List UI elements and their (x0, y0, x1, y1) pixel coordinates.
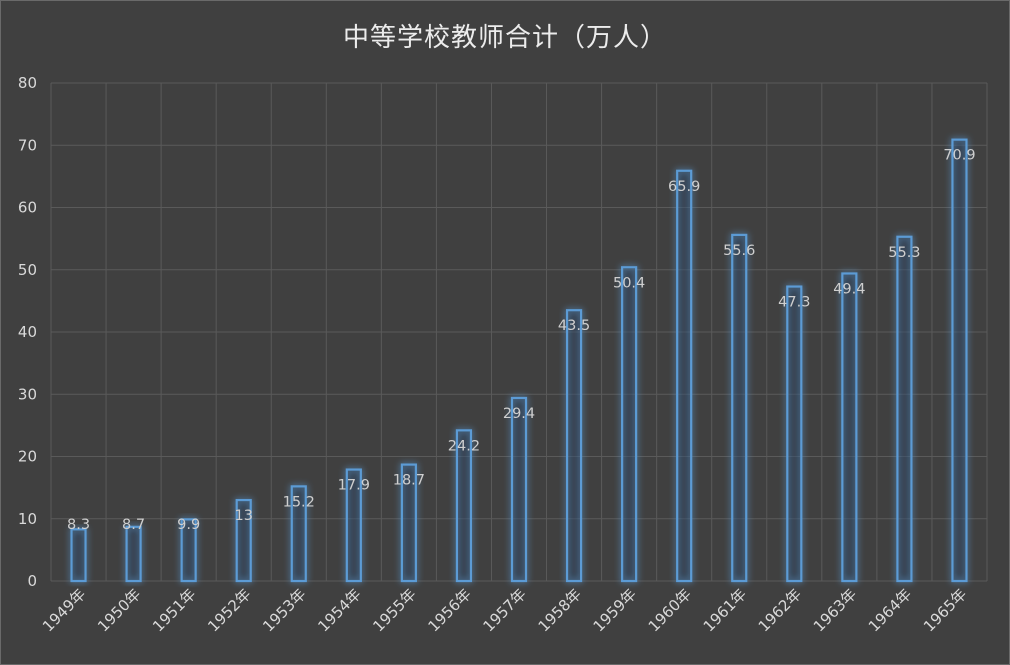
bar (180, 518, 197, 583)
data-label: 9.9 (177, 517, 200, 533)
bar (510, 396, 528, 583)
x-tick-label: 1963年 (810, 585, 860, 635)
data-label: 8.7 (122, 517, 145, 533)
data-label: 55.3 (888, 245, 920, 261)
x-tick-label: 1962年 (755, 585, 805, 635)
y-tick-label: 10 (18, 510, 37, 528)
data-label: 17.9 (338, 478, 370, 494)
y-axis-ticks: 0 10 20 30 40 50 60 70 80 (18, 74, 37, 590)
y-tick-label: 0 (27, 572, 37, 590)
x-tick-label: 1964年 (865, 585, 915, 635)
data-label: 29.4 (503, 406, 535, 422)
x-tick-label: 1961年 (700, 585, 750, 635)
x-tick-label: 1955年 (369, 585, 419, 635)
bar (455, 429, 473, 583)
y-tick-label: 80 (18, 74, 37, 92)
y-tick-label: 70 (18, 136, 37, 154)
data-label: 65.9 (668, 179, 700, 195)
x-tick-label: 1960年 (645, 585, 695, 635)
x-tick-label: 1957年 (479, 585, 529, 635)
y-tick-label: 50 (18, 261, 37, 279)
bar (841, 272, 858, 583)
x-tick-label: 1954年 (314, 585, 364, 635)
bar (235, 498, 252, 583)
bar (70, 528, 87, 583)
data-label: 50.4 (613, 275, 645, 291)
data-label: 24.2 (448, 438, 480, 454)
bar-layer (70, 138, 968, 583)
x-tick-label: 1952年 (204, 585, 254, 635)
data-label: 43.5 (558, 318, 590, 334)
bar (345, 468, 362, 583)
chart-title: 中等学校教师合计（万人） (342, 23, 667, 53)
x-tick-label: 1951年 (149, 585, 199, 635)
bar (896, 235, 913, 583)
bar (951, 138, 968, 583)
x-tick-label: 1949年 (39, 585, 89, 635)
x-tick-label: 1953年 (259, 585, 309, 635)
bar (786, 285, 803, 583)
data-label: 13 (234, 508, 252, 524)
data-label: 70.9 (943, 148, 975, 164)
y-tick-label: 60 (18, 199, 37, 217)
data-label: 18.7 (393, 473, 425, 489)
x-tick-label: 1950年 (94, 585, 144, 635)
x-tick-label: 1959年 (590, 585, 640, 635)
x-tick-label: 1965年 (920, 585, 970, 635)
y-tick-label: 30 (18, 385, 37, 403)
y-tick-label: 40 (18, 323, 37, 341)
x-tick-label: 1956年 (424, 585, 474, 635)
bar (125, 525, 142, 583)
grid-layer (50, 82, 988, 582)
bar (676, 169, 693, 583)
bar (731, 233, 748, 583)
bar (565, 309, 583, 583)
bar (400, 463, 417, 583)
x-tick-label: 1958年 (535, 585, 585, 635)
bar (621, 266, 638, 583)
y-tick-label: 20 (18, 448, 37, 466)
x-axis-ticks: 1949年 1950年 1951年 1952年 1953年 1954年 1955年 1956年… (39, 585, 970, 635)
data-label-layer: 8.3 8.7 9.9 13 15.2 17.9 18.7 24.2 29.4 43.5 50.4 6… (67, 148, 976, 533)
bar (290, 485, 307, 583)
data-label: 49.4 (833, 281, 865, 297)
data-label: 55.6 (723, 243, 755, 259)
data-label: 15.2 (283, 494, 315, 510)
data-label: 47.3 (778, 295, 810, 311)
data-label: 8.3 (67, 517, 90, 533)
